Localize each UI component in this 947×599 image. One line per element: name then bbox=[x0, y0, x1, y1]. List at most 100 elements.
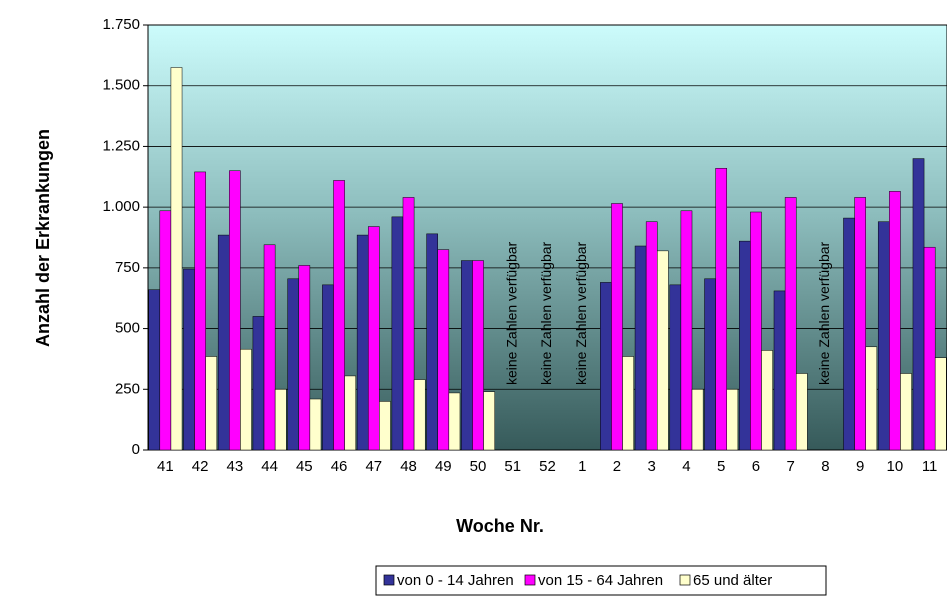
bar bbox=[183, 268, 195, 451]
y-tick-label: 500 bbox=[115, 320, 140, 337]
legend-swatch bbox=[524, 574, 536, 586]
x-tick-label: 3 bbox=[648, 458, 656, 475]
bar bbox=[148, 289, 161, 451]
x-tick-label: 4 bbox=[682, 458, 690, 475]
x-tick-label: 44 bbox=[261, 458, 278, 475]
bar bbox=[657, 250, 669, 451]
bar bbox=[669, 284, 682, 451]
bar bbox=[843, 217, 855, 451]
x-tick-label: 41 bbox=[157, 458, 174, 475]
bar bbox=[923, 246, 936, 451]
bar bbox=[795, 373, 808, 451]
annotation: keine Zahlen verfügbar bbox=[573, 241, 589, 385]
x-tick-label: 6 bbox=[752, 458, 760, 475]
bar bbox=[229, 170, 241, 451]
y-tick-label: 0 bbox=[132, 441, 140, 458]
bar bbox=[726, 389, 739, 451]
bar bbox=[611, 203, 623, 451]
bar bbox=[704, 278, 716, 451]
plot-area bbox=[147, 24, 947, 451]
bar bbox=[333, 180, 345, 451]
y-tick-label: 1.750 bbox=[102, 16, 140, 33]
x-tick-label: 46 bbox=[331, 458, 348, 475]
x-tick-label: 51 bbox=[504, 458, 521, 475]
x-tick-label: 43 bbox=[227, 458, 244, 475]
bar bbox=[194, 171, 206, 451]
bar bbox=[437, 249, 450, 451]
bar bbox=[217, 234, 230, 451]
bar bbox=[263, 244, 276, 451]
x-tick-label: 45 bbox=[296, 458, 313, 475]
x-tick-label: 5 bbox=[717, 458, 725, 475]
bar bbox=[413, 379, 426, 451]
x-tick-label: 50 bbox=[470, 458, 487, 475]
x-tick-label: 49 bbox=[435, 458, 452, 475]
bar bbox=[773, 290, 786, 451]
bar bbox=[274, 389, 287, 451]
bar bbox=[461, 260, 473, 451]
bar bbox=[391, 216, 404, 451]
y-tick-label: 1.000 bbox=[102, 198, 140, 215]
bar bbox=[934, 357, 947, 451]
legend-label: von 15 - 64 Jahren bbox=[538, 572, 663, 589]
legend-swatch bbox=[679, 574, 691, 586]
y-tick-label: 1.500 bbox=[102, 77, 140, 94]
bar bbox=[600, 282, 612, 451]
bar bbox=[622, 356, 634, 451]
bar bbox=[367, 226, 380, 451]
x-tick-label: 10 bbox=[887, 458, 904, 475]
y-tick-label: 1.250 bbox=[102, 137, 140, 154]
annotation: keine Zahlen verfügbar bbox=[503, 241, 519, 385]
x-tick-label: 7 bbox=[787, 458, 795, 475]
bar bbox=[252, 316, 265, 451]
x-tick-label: 11 bbox=[922, 458, 938, 475]
legend-swatch bbox=[383, 574, 395, 586]
bar bbox=[900, 373, 912, 451]
x-tick-label: 42 bbox=[192, 458, 209, 475]
legend-label: von 0 - 14 Jahren bbox=[397, 572, 514, 589]
bar bbox=[739, 240, 751, 451]
bar bbox=[379, 401, 391, 451]
bar bbox=[784, 197, 797, 451]
bar bbox=[402, 197, 415, 451]
annotation: keine Zahlen verfügbar bbox=[816, 241, 832, 385]
x-tick-label: 2 bbox=[613, 458, 621, 475]
bar bbox=[680, 210, 693, 451]
bar bbox=[159, 210, 172, 451]
bar bbox=[715, 168, 728, 451]
bar bbox=[691, 389, 704, 451]
bar bbox=[877, 221, 890, 451]
bar bbox=[472, 260, 484, 451]
bar bbox=[298, 265, 311, 451]
bar bbox=[240, 348, 252, 451]
annotation: keine Zahlen verfügbar bbox=[538, 241, 554, 385]
bar bbox=[309, 398, 322, 451]
bar bbox=[645, 221, 658, 451]
bar bbox=[287, 278, 300, 451]
x-tick-label: 9 bbox=[856, 458, 864, 475]
bar bbox=[634, 245, 647, 451]
x-tick-label: 8 bbox=[821, 458, 829, 475]
bar bbox=[865, 346, 878, 451]
bar bbox=[889, 191, 901, 451]
x-tick-label: 47 bbox=[365, 458, 382, 475]
bar bbox=[483, 391, 495, 451]
bar bbox=[170, 67, 183, 451]
x-tick-label: 1 bbox=[578, 458, 586, 475]
bar bbox=[344, 375, 356, 451]
y-tick-label: 250 bbox=[115, 380, 140, 397]
x-axis-title: Woche Nr. bbox=[456, 516, 544, 536]
bar bbox=[356, 234, 369, 451]
bar bbox=[912, 158, 925, 451]
bar bbox=[322, 284, 334, 451]
legend-label: 65 und älter bbox=[693, 572, 772, 589]
bar bbox=[426, 233, 438, 451]
x-tick-label: 48 bbox=[400, 458, 417, 475]
bar bbox=[448, 392, 461, 451]
bar bbox=[205, 356, 218, 451]
bar bbox=[750, 211, 762, 451]
legend bbox=[375, 565, 827, 596]
bar bbox=[761, 350, 773, 451]
y-axis-title: Anzahl der Erkrankungen bbox=[33, 129, 53, 347]
